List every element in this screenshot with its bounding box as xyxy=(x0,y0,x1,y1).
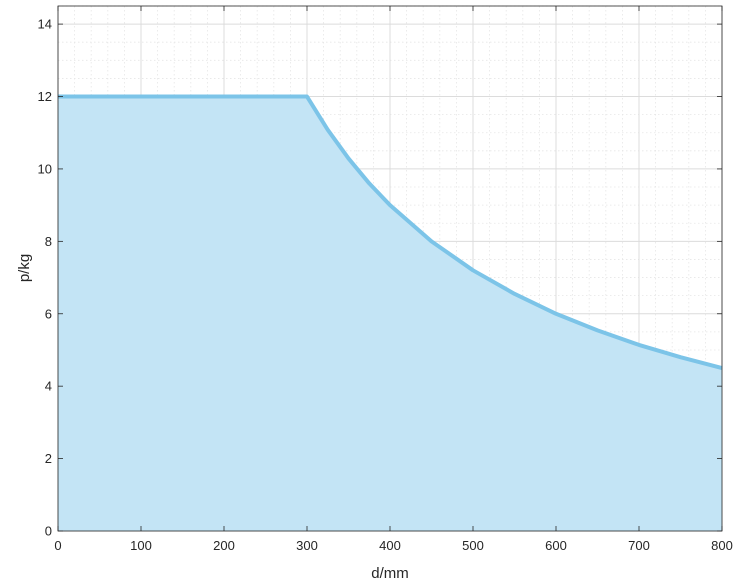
y-tick-label: 0 xyxy=(45,524,52,539)
y-tick-label: 10 xyxy=(38,161,52,176)
y-axis-ticks: 0 2 4 6 8 10 12 14 xyxy=(38,17,722,539)
y-tick-label: 14 xyxy=(38,17,52,32)
x-tick-label: 400 xyxy=(379,538,401,553)
x-tick-label: 0 xyxy=(54,538,61,553)
x-tick-label: 600 xyxy=(545,538,567,553)
y-tick-label: 6 xyxy=(45,306,52,321)
x-tick-label: 300 xyxy=(296,538,318,553)
x-tick-label: 800 xyxy=(711,538,733,553)
x-axis-ticks: 0 100 200 300 400 500 600 700 800 xyxy=(54,6,733,553)
x-tick-label: 100 xyxy=(130,538,152,553)
x-tick-label: 200 xyxy=(213,538,235,553)
y-axis-title: p/kg xyxy=(16,254,33,282)
series-area-fill xyxy=(58,96,722,532)
x-axis-title: d/mm xyxy=(371,565,409,582)
y-tick-label: 4 xyxy=(45,379,52,394)
y-tick-label: 2 xyxy=(45,451,52,466)
x-tick-label: 700 xyxy=(628,538,650,553)
series-line xyxy=(58,94,723,371)
x-tick-label: 500 xyxy=(462,538,484,553)
y-tick-label: 8 xyxy=(45,234,52,249)
y-tick-label: 12 xyxy=(38,89,52,104)
